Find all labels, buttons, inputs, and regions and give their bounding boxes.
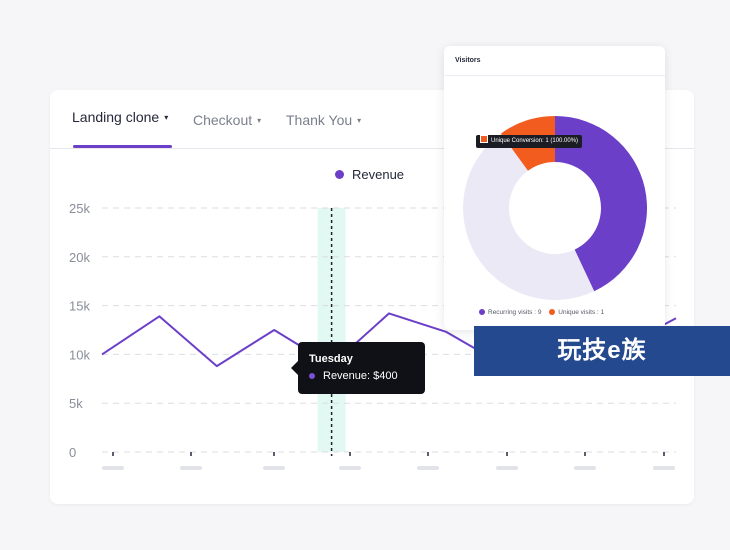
tooltip-series-dot-icon bbox=[309, 373, 315, 379]
caret-down-icon: ▾ bbox=[257, 116, 262, 125]
visitors-legend: Recurring visits : 9 Unique visits : 1 bbox=[479, 309, 604, 316]
tab-checkout[interactable]: Checkout ▾ bbox=[193, 112, 261, 128]
tab-label: Landing clone bbox=[72, 109, 160, 125]
y-tick-label: 20k bbox=[69, 250, 90, 265]
tooltip-arrow bbox=[291, 361, 298, 375]
funnel-tabs: Landing clone ▾ Checkout ▾ Thank You ▾ bbox=[50, 90, 694, 149]
x-tick-label-placeholder bbox=[102, 466, 124, 470]
x-tick-label-placeholder bbox=[653, 466, 675, 470]
x-tick-label-placeholder bbox=[263, 466, 285, 470]
watermark-logo: 玩技e族 bbox=[474, 326, 730, 376]
active-tab-indicator bbox=[73, 145, 172, 148]
chart-tooltip: Tuesday Revenue: $400 bbox=[291, 342, 425, 394]
x-tick-label-placeholder bbox=[574, 466, 596, 470]
unique-swatch-icon bbox=[480, 135, 488, 143]
y-tick-label: 10k bbox=[69, 347, 90, 362]
legend-item-recurring[interactable]: Recurring visits : 9 bbox=[479, 309, 541, 316]
recurring-visits-slice[interactable] bbox=[555, 116, 647, 292]
x-tick-label-placeholder bbox=[180, 466, 202, 470]
chart-legend[interactable]: Revenue bbox=[335, 167, 404, 182]
tab-label: Thank You bbox=[286, 112, 353, 128]
tab-landing-clone[interactable]: Landing clone ▾ bbox=[72, 109, 168, 125]
donut-tooltip: Unique Conversion: 1 (100.00%) bbox=[476, 135, 583, 148]
visitors-donut-chart bbox=[462, 116, 647, 301]
visitors-divider bbox=[444, 75, 665, 76]
visitors-card: Visitors Unique Conversion: 1 (100.00%) … bbox=[444, 46, 665, 330]
y-tick-label: 15k bbox=[69, 299, 90, 314]
tooltip-value: Revenue: $400 bbox=[323, 370, 398, 382]
legend-label: Revenue bbox=[352, 167, 405, 182]
legend-unique-label: Unique visits : 1 bbox=[558, 309, 605, 316]
unique-dot-icon bbox=[549, 309, 556, 315]
revenue-legend-dot-icon bbox=[335, 170, 344, 179]
tooltip-title: Tuesday bbox=[309, 353, 353, 365]
y-tick-label: 25k bbox=[69, 201, 90, 216]
caret-down-icon: ▾ bbox=[357, 116, 362, 125]
y-tick-label: 0 bbox=[69, 445, 76, 460]
y-tick-label: 5k bbox=[69, 396, 83, 411]
caret-down-icon: ▾ bbox=[164, 113, 169, 122]
remainder-slice[interactable] bbox=[462, 133, 595, 301]
x-tick-label-placeholder bbox=[339, 466, 361, 470]
donut-tooltip-text: Unique Conversion: 1 (100.00%) bbox=[491, 138, 579, 144]
x-tick-label-placeholder bbox=[417, 466, 439, 470]
visitors-title: Visitors bbox=[455, 57, 481, 64]
legend-item-unique[interactable]: Unique visits : 1 bbox=[549, 309, 604, 316]
recurring-dot-icon bbox=[479, 309, 485, 315]
tab-thank-you[interactable]: Thank You ▾ bbox=[286, 112, 361, 128]
x-tick-label-placeholder bbox=[496, 466, 518, 470]
tab-label: Checkout bbox=[193, 112, 253, 128]
legend-recurring-label: Recurring visits : 9 bbox=[488, 309, 542, 316]
